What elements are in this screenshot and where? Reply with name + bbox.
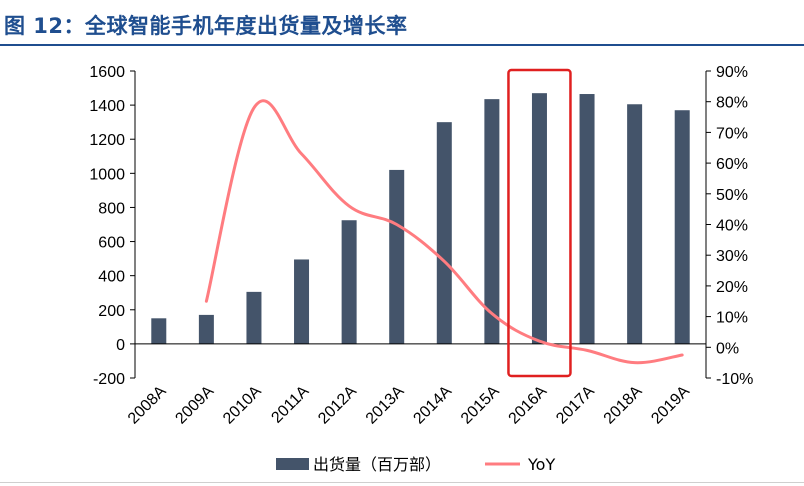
- right-tick-label: 90%: [716, 64, 748, 81]
- left-tick-label: 0: [116, 337, 125, 354]
- legend: 出货量（百万部） YoY: [276, 455, 555, 474]
- right-tick-label: 50%: [716, 187, 748, 204]
- left-tick-label: 1400: [89, 98, 125, 115]
- bar-series: [135, 93, 706, 345]
- bar: [579, 94, 595, 344]
- left-tick-label: 600: [98, 235, 125, 252]
- x-tick-label: 2012A: [315, 383, 360, 428]
- bar: [674, 110, 690, 344]
- footer-divider: [0, 482, 804, 483]
- right-tick-label: 0%: [716, 340, 739, 357]
- right-tick-label: -10%: [716, 371, 753, 388]
- bar: [198, 314, 214, 344]
- bar: [436, 122, 452, 344]
- legend-bar-label: 出货量（百万部）: [313, 455, 441, 474]
- left-tick-label: 1600: [89, 64, 125, 81]
- bar: [246, 291, 262, 344]
- bar: [627, 104, 643, 344]
- right-tick-label: 30%: [716, 248, 748, 265]
- x-tick-label: 2010A: [220, 383, 265, 428]
- x-tick-label: 2016A: [506, 383, 551, 428]
- right-axis: -10% 0% 10% 20% 30% 40% 50% 60% 70% 80% 90%: [705, 64, 753, 388]
- right-tick-label: 40%: [716, 218, 748, 235]
- x-tick-label: 2011A: [268, 383, 312, 427]
- x-tick-label: 2015A: [458, 383, 503, 428]
- left-tick-label: 800: [98, 200, 125, 217]
- bar: [151, 318, 167, 344]
- bar: [389, 169, 405, 344]
- right-tick-label: 60%: [716, 156, 748, 173]
- left-axis: -200 0 200 400 600 800 1000 1200 1400 1600: [89, 64, 136, 388]
- left-tick-label: 1000: [89, 166, 125, 183]
- right-tick-label: 80%: [716, 95, 748, 112]
- right-tick-label: 20%: [716, 279, 748, 296]
- left-tick-label: 400: [98, 269, 125, 286]
- left-tick-label: 200: [98, 303, 125, 320]
- title-divider: [0, 44, 804, 46]
- x-tick-label: 2019A: [648, 383, 693, 428]
- bar: [484, 99, 500, 344]
- bar: [531, 93, 547, 344]
- x-tick-label: 2009A: [172, 383, 217, 428]
- x-tick-label: 2008A: [125, 383, 170, 428]
- x-tick-label: 2014A: [410, 383, 455, 428]
- x-axis: 2008A 2009A 2010A 2011A 2012A 2013A 2014A 2015A…: [125, 383, 693, 428]
- highlight-box-group: [507, 68, 572, 378]
- right-tick-label: 70%: [716, 125, 748, 142]
- bar: [341, 220, 357, 344]
- x-tick-label: 2013A: [363, 383, 408, 428]
- legend-bar-swatch: [276, 458, 309, 470]
- legend-line-label: YoY: [527, 455, 555, 474]
- right-tick-label: 10%: [716, 310, 748, 327]
- yoy-line: [204, 99, 684, 365]
- line-series: [204, 99, 684, 365]
- x-tick-label: 2018A: [601, 383, 646, 428]
- figure-title: 图 12：全球智能手机年度出货量及增长率: [4, 14, 408, 38]
- bar: [294, 259, 310, 344]
- left-tick-label: 1200: [89, 132, 125, 149]
- x-tick-label: 2017A: [553, 383, 598, 428]
- left-tick-label: -200: [93, 371, 125, 388]
- highlight-box: [507, 68, 572, 378]
